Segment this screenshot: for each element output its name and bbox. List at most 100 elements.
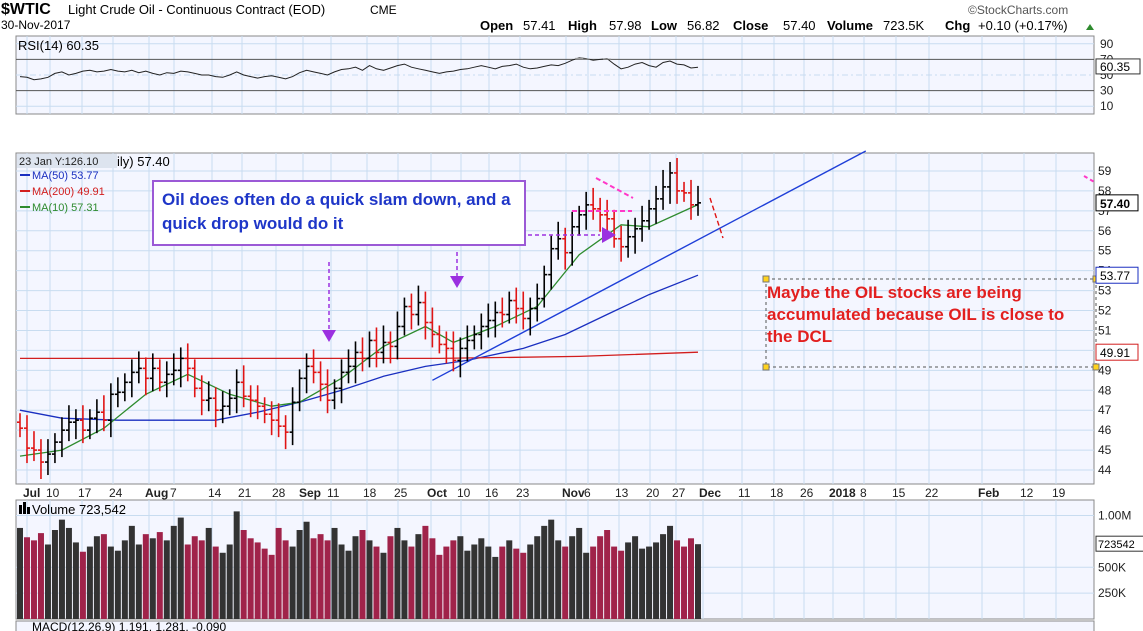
volume-bar xyxy=(471,544,478,619)
x-tick-label: 6 xyxy=(584,486,591,500)
volume-badge: 723542 xyxy=(1098,539,1135,551)
price-bar xyxy=(100,395,107,432)
volume-bar xyxy=(436,554,443,619)
ohlc-label: High xyxy=(568,18,597,33)
price-bar xyxy=(366,331,373,368)
price-bar xyxy=(296,369,303,412)
rsi-pane xyxy=(15,35,1095,115)
price-tick-label: 47 xyxy=(1098,403,1112,417)
dcl-zone-box xyxy=(765,278,1097,368)
volume-bar xyxy=(331,527,338,619)
volume-bar xyxy=(58,519,65,619)
volume-label: Volume 723,542 xyxy=(32,502,126,517)
price-bar xyxy=(597,197,604,232)
volume-bar xyxy=(93,536,100,619)
pattern-line xyxy=(595,177,634,199)
volume-bar xyxy=(667,525,674,619)
price-bar xyxy=(247,385,254,418)
price-bar xyxy=(317,361,324,402)
volume-bar xyxy=(163,540,170,619)
price-tick-label: 53 xyxy=(1098,284,1112,298)
price-bar xyxy=(646,199,653,230)
price-bar xyxy=(303,353,310,394)
ohlc-value: +0.10 (+0.17%) xyxy=(978,18,1068,33)
price-bar xyxy=(611,209,618,248)
price-bar xyxy=(261,397,268,424)
volume-bar xyxy=(408,546,415,619)
volume-bar xyxy=(583,552,590,619)
volume-bar xyxy=(282,540,289,619)
ma-legend-label: MA(50) 53.77 xyxy=(32,170,99,182)
volume-bar xyxy=(464,550,471,619)
x-tick-label: 7 xyxy=(170,486,177,500)
volume-tick-label: 500K xyxy=(1098,560,1126,574)
price-bar xyxy=(541,265,548,308)
volume-legend-icon xyxy=(19,505,22,514)
volume-bar xyxy=(352,536,359,619)
volume-bar xyxy=(114,550,121,619)
ohlc-value: 56.82 xyxy=(687,18,720,33)
rsi-overbought-fill xyxy=(603,58,612,60)
price-bar xyxy=(121,373,128,402)
x-tick-label: 19 xyxy=(1052,486,1066,500)
ma50-price-badge-box xyxy=(1095,266,1139,284)
symbol: $WTIC xyxy=(1,1,51,18)
volume-bar xyxy=(23,537,30,619)
volume-bar xyxy=(387,536,394,619)
price-bar xyxy=(289,387,296,446)
price-tick-label: 51 xyxy=(1098,323,1112,337)
rsi-overbought-fill xyxy=(575,57,584,60)
x-tick-label: 18 xyxy=(770,486,784,500)
price-bar xyxy=(394,311,401,360)
volume-bar xyxy=(422,525,429,619)
volume-bar xyxy=(254,542,261,619)
price-bar xyxy=(282,415,289,450)
volume-bar xyxy=(156,532,163,619)
price-tick-label: 59 xyxy=(1098,164,1112,178)
price-bar xyxy=(639,205,646,242)
price-bar xyxy=(212,387,219,428)
annotation-arrowhead xyxy=(322,330,336,342)
price-bar xyxy=(492,301,499,338)
volume-bar xyxy=(527,544,534,619)
price-bar xyxy=(457,337,464,378)
price-tick-label: 48 xyxy=(1098,383,1112,397)
price-tick-label: 44 xyxy=(1098,463,1112,477)
ohlc-label: Low xyxy=(651,18,678,33)
price-bar xyxy=(625,219,632,258)
rsi-overbought-fill xyxy=(582,58,591,60)
volume-bar xyxy=(695,544,701,619)
volume-bar xyxy=(646,546,653,619)
ma200-price-badge-box xyxy=(1095,343,1139,361)
x-tick-label: 2018 xyxy=(829,486,856,500)
price-bar xyxy=(380,325,387,364)
volume-bar xyxy=(443,546,450,619)
volume-bar xyxy=(177,517,184,619)
volume-bar xyxy=(37,533,44,619)
volume-bar xyxy=(275,527,282,619)
price-bar xyxy=(359,337,366,372)
price-bar xyxy=(310,349,317,384)
volume-bar xyxy=(170,525,177,619)
macd-label: MACD(12,26,9) 1.191, 1.281, -0.090 xyxy=(32,620,226,631)
price-bar xyxy=(681,181,688,202)
price-bar xyxy=(58,417,65,458)
volume-bar xyxy=(541,525,548,619)
price-bar xyxy=(135,351,142,384)
price-bar xyxy=(695,185,701,216)
ohlc-label: Chg xyxy=(945,18,970,33)
crosshair-label-box xyxy=(17,154,117,168)
volume-bar xyxy=(51,530,58,619)
price-bar xyxy=(450,331,457,372)
price-bar xyxy=(352,341,359,384)
price-bar xyxy=(660,169,667,210)
rsi-badge: 60.35 xyxy=(1100,60,1130,74)
ma50-price-badge: 53.77 xyxy=(1100,269,1130,283)
volume-bar xyxy=(520,552,527,619)
projected-drop-line xyxy=(709,197,724,239)
volume-bar xyxy=(569,536,576,619)
dcl-zone-handle xyxy=(762,363,770,371)
price-bar xyxy=(415,285,422,326)
volume-bar xyxy=(149,538,156,619)
volume-bar xyxy=(324,540,331,619)
